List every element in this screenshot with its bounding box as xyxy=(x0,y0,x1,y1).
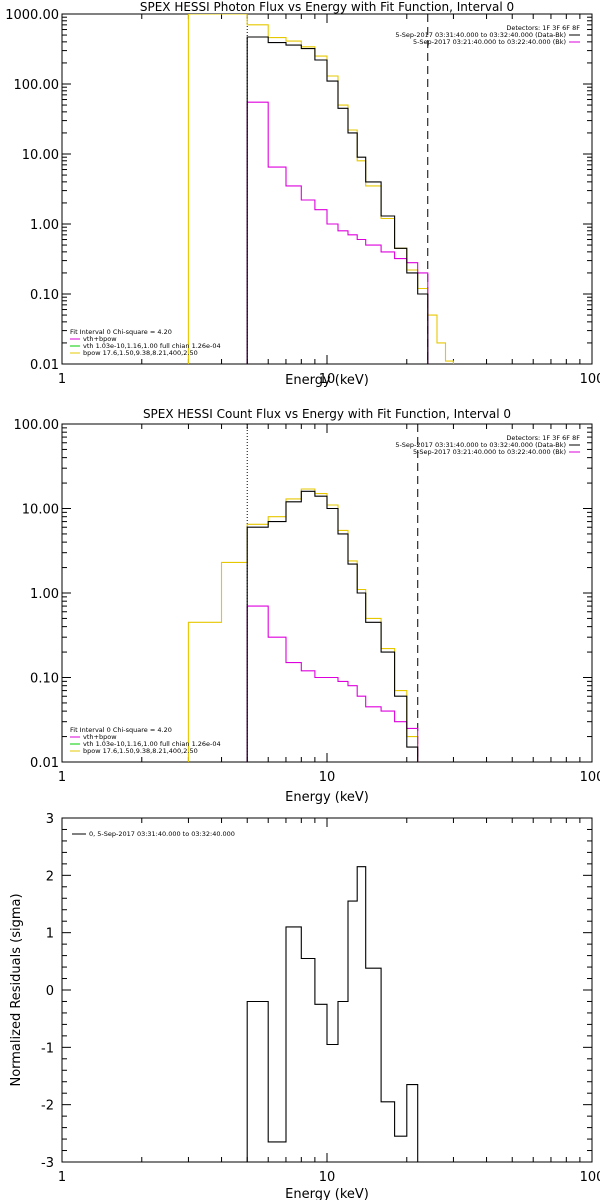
y-tick-label: 0.01 xyxy=(30,358,59,373)
x-tick-label: 100 xyxy=(580,1170,600,1185)
y-tick-label: 0 xyxy=(46,984,54,999)
y-tick-label: 1000.00 xyxy=(5,8,59,23)
plot-area xyxy=(188,424,417,762)
y-tick-label: 1.00 xyxy=(30,587,59,602)
chart-title: SPEX HESSI Count Flux vs Energy with Fit… xyxy=(143,407,511,421)
legend-bpow-label: bpow 17.6,1.50,9.38,8.21,400,2.50 xyxy=(83,349,198,357)
x-axis-label: Energy (keV) xyxy=(285,790,369,805)
x-tick-label: 100 xyxy=(580,372,600,387)
x-axis-label: Energy (keV) xyxy=(285,1187,369,1200)
y-tick-label: -2 xyxy=(41,1099,54,1114)
x-tick-label: 10 xyxy=(319,770,336,785)
plot-area xyxy=(247,867,418,1162)
y-tick-label: 10.00 xyxy=(22,148,59,163)
series-data-histogram xyxy=(247,867,418,1162)
chart-panel-2: SPEX HESSI Count Flux vs Energy with Fit… xyxy=(14,407,600,805)
plot-frame xyxy=(62,424,592,762)
legend-bpow-label: bpow 17.6,1.50,9.38,8.21,400,2.50 xyxy=(83,747,198,755)
series-bpow-histogram xyxy=(188,489,417,762)
x-tick-label: 1 xyxy=(58,770,66,785)
x-tick-label: 100 xyxy=(580,770,600,785)
x-axis-label: Energy (keV) xyxy=(285,373,369,388)
y-tick-label: 3 xyxy=(46,812,54,827)
x-tick-label: 1 xyxy=(58,372,66,387)
y-tick-label: 10.00 xyxy=(22,503,59,518)
chart-title: SPEX HESSI Photon Flux vs Energy with Fi… xyxy=(140,0,514,14)
legend-bk-label: 5-Sep-2017 03:21:40.000 to 03:22:40.000 … xyxy=(413,38,566,46)
y-tick-label: 0.10 xyxy=(30,288,59,303)
y-tick-label: 1 xyxy=(46,927,54,942)
series-vth-histogram xyxy=(247,102,428,364)
legend-bk-label: 5-Sep-2017 03:21:40.000 to 03:22:40.000 … xyxy=(413,448,566,456)
plot-area xyxy=(188,14,453,364)
series-vth-histogram xyxy=(247,606,418,762)
y-tick-label: -3 xyxy=(41,1156,54,1171)
x-tick-label: 10 xyxy=(319,1170,336,1185)
y-tick-label: 2 xyxy=(46,869,54,884)
y-tick-label: 100.00 xyxy=(14,78,60,93)
series-data-histogram xyxy=(247,491,418,762)
y-tick-label: -1 xyxy=(41,1041,54,1056)
x-tick-label: 1 xyxy=(58,1170,66,1185)
chart-panel-3: 1 10 100 -3 -2 -1 0 1 2 3 Energy (keV) Normalized R… xyxy=(9,812,600,1200)
series-data-histogram xyxy=(247,37,428,364)
y-tick-label: 100.00 xyxy=(14,418,60,433)
y-axis-label: Normalized Residuals (sigma) xyxy=(9,893,24,1086)
series-bpow-histogram xyxy=(188,14,453,364)
legend-residual-label: 0, 5-Sep-2017 03:31:40.000 to 03:32:40.0… xyxy=(89,830,235,838)
plot-frame xyxy=(62,818,592,1162)
y-tick-label: 0.01 xyxy=(30,756,59,771)
y-tick-label: 1.00 xyxy=(30,218,59,233)
y-tick-label: 0.10 xyxy=(30,672,59,687)
chart-panel-1: SPEX HESSI Photon Flux vs Energy with Fi… xyxy=(5,0,600,388)
